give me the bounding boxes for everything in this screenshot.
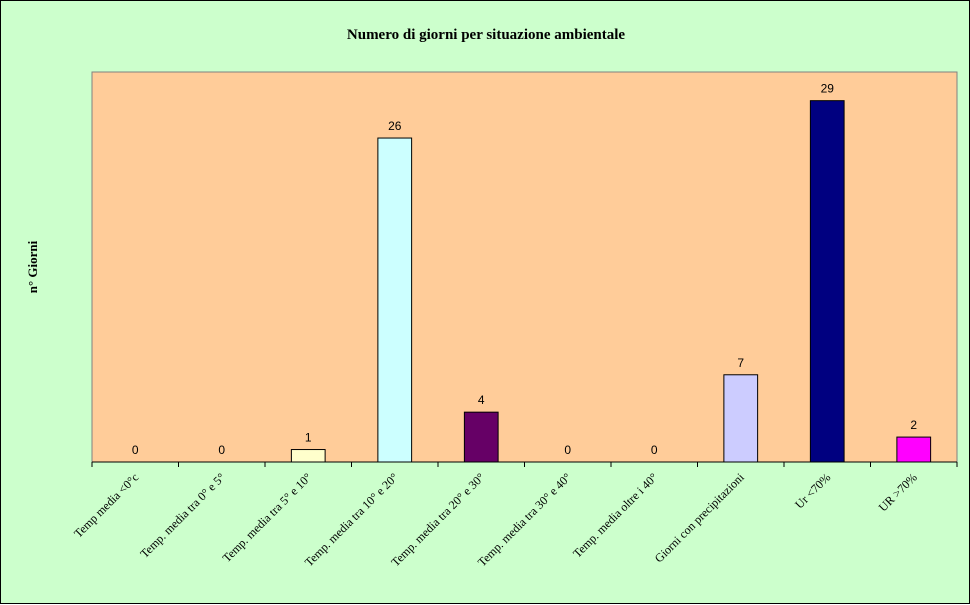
x-tick-label: Temp. media tra 10° e 20° [302,470,401,569]
chart-title: Numero di giorni per situazione ambienta… [347,27,626,43]
bars-group [290,100,932,463]
x-tick-label: Temp. media tra 30° e 40° [475,470,574,569]
data-label: 0 [564,443,571,457]
data-label: 26 [388,119,402,133]
data-label: 4 [478,393,485,407]
x-tick-label: Temp. media tra 20° e 30° [388,470,487,569]
data-label: 2 [910,418,917,432]
x-tick-label: Giorni con precipitazioni [652,470,748,566]
bar [463,411,499,463]
bar [377,137,413,463]
data-label: 29 [821,82,835,96]
x-ticks-group [91,462,958,467]
bar [723,374,759,463]
data-label: 0 [651,443,658,457]
data-label: 0 [218,443,225,457]
data-label: 7 [737,356,744,370]
y-axis-label: n° Giorni [25,240,40,293]
bar [809,100,845,463]
data-label: 1 [305,431,312,445]
data-label: 0 [132,443,139,457]
x-tick-label: Temp. media tra 5° e 10° [220,470,315,565]
x-tick-label: Temp. media tra 0° e 5° [137,470,228,561]
x-tick-label: UR >70% [876,470,920,514]
data-labels-group: 0 0 1 26 4 0 0 7 29 2 [132,82,918,457]
bar [896,436,932,463]
x-tick-label: Temp media <0°c [71,470,141,540]
x-tick-label: Ur <70% [792,470,833,511]
x-tick-label: Temp. media oltre i 40° [570,470,660,560]
bar [290,449,326,463]
